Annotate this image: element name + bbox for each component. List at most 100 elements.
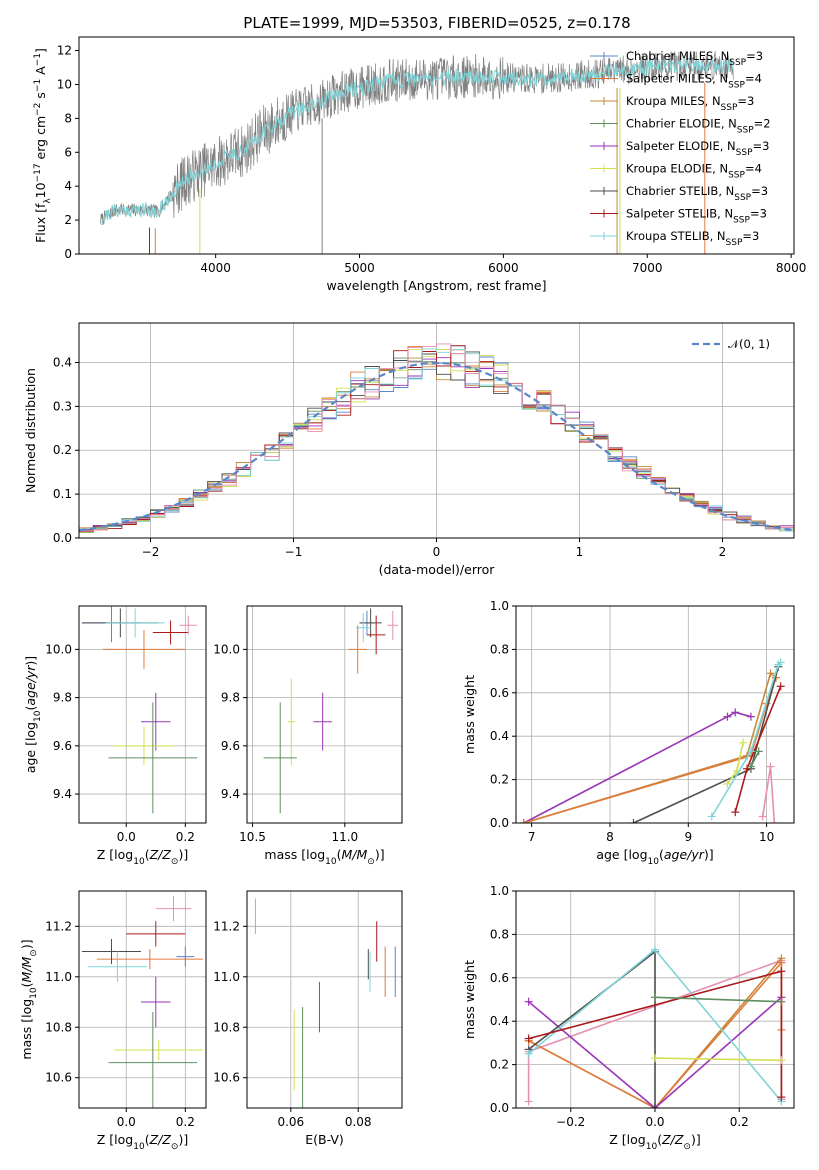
label-part: 10 [325,857,337,867]
axes-frame [78,890,207,1109]
legend-entry-label: Chabrier MILES, NSSP=3 [626,49,763,68]
axes: 0.0 0.210.610.811.011.2Z [log10(Z/Z⊙)]mas… [19,890,207,1152]
label-part: age [log [23,722,38,773]
error-bar-point [126,921,186,947]
label-part: ( [657,1132,662,1147]
x-tick-label: 0.2 [730,1115,749,1129]
label-part: λ [43,198,53,204]
x-tick-label: 0.08 [345,1115,372,1129]
weight-series-line [711,661,782,817]
chart-z_age: 0.0 0.29.49.69.810.0Z [log10(Z/Z⊙)]age [l… [23,605,207,867]
x-tick-label: 5000 [344,261,375,275]
y-tick-label: 0.6 [490,971,509,985]
weight-series [651,1054,786,1065]
axes: 0.06 0.08 10.6 10.8 11.0 11.2 E(B-V) [213,890,403,1147]
x-tick-label: 0.0 [645,1115,664,1129]
label-part: erg cm [33,116,48,164]
label-part: 10 [646,1142,658,1152]
weight-series [758,762,779,823]
weight-series-line [654,1057,782,1062]
x-axis-label: age [log10(age/yr)] [596,847,713,867]
x-axis-label: wavelength [Angstrom, rest frame] [326,278,546,293]
label-part: −1 [33,79,43,92]
y-tick-label: 2 [64,213,72,227]
y-tick-label: 0.6 [490,686,509,700]
axes-frame [246,605,403,824]
plot-area [81,896,204,1108]
observed-spectrum-line [100,51,734,226]
label-part: ] [33,48,48,53]
label-part: Salpeter ELODIE, N [626,139,736,153]
label-part: =3 [751,184,768,198]
x-tick-label: 11.0 [331,830,358,844]
y-axis-label: mass weight [462,675,477,754]
label-part: Z/Z [149,847,172,862]
label-part: SSP [734,193,751,203]
label-part: =3 [753,139,770,153]
legend-entry-label: Chabrier STELIB, NSSP=3 [626,184,768,203]
y-tick-label: 10.6 [45,1071,72,1085]
error-bar-point [87,951,147,982]
y-tick-label: 0 [64,247,72,261]
axes-frame [78,36,795,255]
weight-series-line [528,950,656,1108]
weight-series [524,947,659,1108]
x-tick-label: 10.5 [239,830,266,844]
y-tick-label: 6 [64,145,72,159]
label-part: age/yr [664,847,705,862]
weight-series-line [761,766,776,823]
x-tick-label: 10 [759,830,774,844]
error-bar-point [96,949,204,970]
x-tick-label: 9 [684,830,692,844]
y-tick-label: 10 [57,77,72,91]
weight-series-line [654,996,782,1003]
label-part: M/M [342,847,368,862]
label-part: =3 [746,49,763,63]
weight-series [651,993,786,1006]
label-part: 10 [133,1142,145,1152]
y-tick-label: 9.8 [221,691,240,705]
y-tick-label: 1.0 [490,884,509,898]
y-tick-label: 10.6 [213,1071,240,1085]
x-axis-label: E(B-V) [305,1132,344,1147]
weight-series [707,658,785,821]
label-part: Salpeter STELIB, N [626,207,733,221]
label-part: )] [23,656,38,666]
x-axis-label: Z [log10(Z/Z⊙)] [97,1132,188,1152]
error-bar-point [348,625,367,674]
label-part: −2 [33,103,43,116]
x-tick-label: 7 [528,830,536,844]
label-part: −1 [33,53,43,66]
x-tick-label: 0.2 [176,1115,195,1129]
label-part: ( [19,982,34,987]
x-tick-label: 2 [719,545,727,559]
gaussian-curve [79,361,794,532]
y-tick-label: 11.2 [45,919,72,933]
label-part: =3 [750,207,767,221]
y-axis-label: age [log10(age/yr)] [23,656,43,773]
label-part: ( [337,847,342,862]
error-bar-point [155,896,192,922]
y-tick-label: 11.0 [213,970,240,984]
y-tick-label: 10.8 [45,1020,72,1034]
error-bar-point [108,702,198,814]
y-tick-label: 0.0 [53,531,72,545]
x-tick-label: 6000 [488,261,519,275]
label-part: Kroupa STELIB, N [626,229,726,243]
label-part: )] [178,1132,188,1147]
x-tick-label: 4000 [200,261,231,275]
y-tick-label: 4 [64,179,72,193]
x-axis-label: Z [log10(Z/Z⊙)] [609,1132,700,1152]
x-axis-label: (data-model)/error [379,562,496,577]
chart-z_massweight: −0.2 0.0 0.2 0.0 0.2 0.4 0.6 0.8 1.0 Z [log10(Z/Z… [462,884,795,1152]
weight-series-line [528,996,782,1108]
y-tick-label: 0.3 [53,399,72,413]
error-bar-point [387,610,399,640]
weight-series [519,708,755,823]
axes-frame [515,605,795,824]
y-tick-label: 10.8 [213,1020,240,1034]
legend-entry-label: Chabrier ELODIE, NSSP=2 [626,117,771,136]
